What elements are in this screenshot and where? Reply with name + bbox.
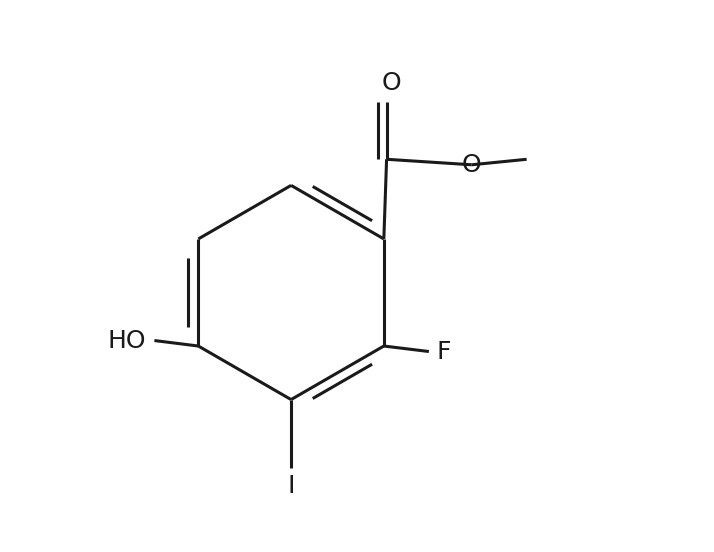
Text: I: I <box>287 474 295 498</box>
Text: HO: HO <box>108 328 146 353</box>
Text: O: O <box>381 71 401 95</box>
Text: F: F <box>436 339 451 364</box>
Text: O: O <box>462 153 481 177</box>
